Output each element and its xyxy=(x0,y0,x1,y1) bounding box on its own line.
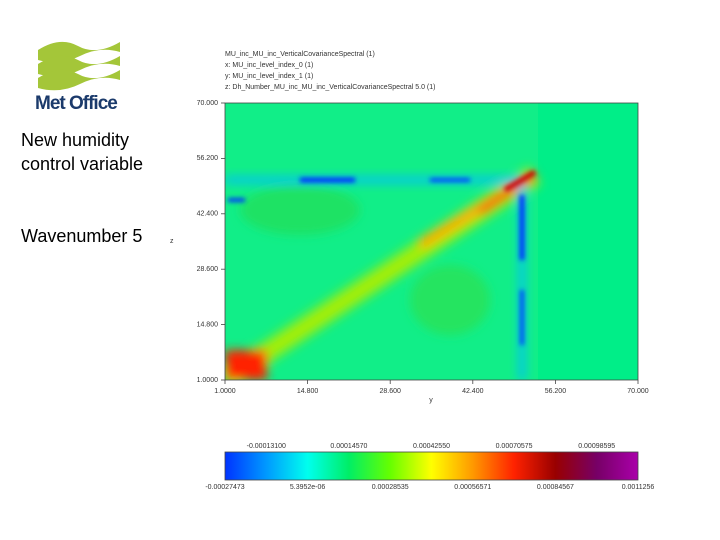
colorbar-lower-label: 5.3952e-06 xyxy=(290,484,326,491)
x-tick-label: 42.400 xyxy=(462,388,484,395)
colorbar xyxy=(224,451,639,481)
y-tick-label: 56.200 xyxy=(197,155,219,162)
colorbar-lower-label: 0.0011256 xyxy=(622,484,655,491)
logo-text: Met Office xyxy=(35,93,117,114)
x-tick-label: 28.600 xyxy=(379,388,401,395)
plot-header: x: MU_inc_level_index_0 (1) xyxy=(225,62,313,69)
colorbar-upper-label: 0.00070575 xyxy=(496,443,533,450)
y-tick-label: 42.400 xyxy=(197,211,219,218)
plot-header: y: MU_inc_level_index_1 (1) xyxy=(225,73,313,80)
colorbar-upper-label: 0.00014570 xyxy=(330,443,367,450)
y-tick-label: 14.800 xyxy=(197,321,219,328)
colorbar-lower-label: -0.00027473 xyxy=(205,484,244,491)
colorbar-lower-label: 0.00084567 xyxy=(537,484,574,491)
colorbar-upper-label: 0.00042550 xyxy=(413,443,450,450)
y-tick-label: 1.0000 xyxy=(197,377,219,384)
colorbar-upper-label: -0.00013100 xyxy=(247,443,286,450)
plot-header: z: Dh_Number_MU_inc_MU_inc_VerticalCovar… xyxy=(225,84,435,91)
plot-header: MU_inc_MU_inc_VerticalCovarianceSpectral… xyxy=(225,51,375,58)
x-tick-label: 70.000 xyxy=(627,388,649,395)
plot-frame xyxy=(224,102,639,381)
colorbar-upper-label: 0.00098595 xyxy=(578,443,615,450)
heatmap xyxy=(225,103,638,380)
colorbar-lower-label: 0.00056571 xyxy=(454,484,491,491)
colorbar-lower-label: 0.00028535 xyxy=(372,484,409,491)
logo: Met Office xyxy=(35,41,120,114)
y-tick-label: 70.000 xyxy=(197,100,219,107)
y-tick-label: 28.600 xyxy=(197,266,219,273)
x-axis-label: y xyxy=(429,397,433,404)
y-axis-label: z xyxy=(170,238,174,245)
side-title: New humidity control variable xyxy=(21,130,144,174)
x-tick-label: 14.800 xyxy=(297,388,319,395)
x-tick-label: 1.0000 xyxy=(214,388,236,395)
side-subtitle: Wavenumber 5 xyxy=(21,226,143,246)
x-tick-label: 56.200 xyxy=(545,388,567,395)
